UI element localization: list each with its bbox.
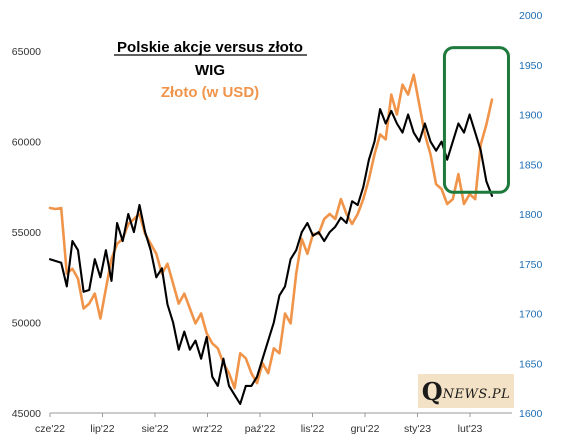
highlight-box bbox=[442, 46, 510, 194]
legend-gold: Złoto (w USD) bbox=[161, 84, 259, 101]
y-right-tick-label: 1950 bbox=[519, 60, 543, 72]
legend-wig: WIG bbox=[195, 62, 225, 79]
y-left-tick-label: 60000 bbox=[12, 137, 41, 149]
x-tick-label: lis'22 bbox=[301, 423, 325, 435]
highlight-rectangle bbox=[442, 46, 510, 194]
y-right-tick-label: 1650 bbox=[519, 358, 543, 370]
y-right-tick-label: 1900 bbox=[519, 110, 543, 122]
logo-letter-q: Q bbox=[421, 376, 443, 406]
y-right-tick-label: 1700 bbox=[519, 309, 543, 321]
x-tick-label: lut'23 bbox=[458, 423, 483, 435]
chart-title-block: Polskie akcje versus złoto WIG Złoto (w … bbox=[114, 39, 307, 101]
y-left-tick-label: 50000 bbox=[12, 318, 41, 330]
x-tick-label: lip'22 bbox=[90, 423, 114, 435]
chart-title: Polskie akcje versus złoto bbox=[117, 39, 303, 56]
y-right-tick-label: 1750 bbox=[519, 259, 543, 271]
logo-text: NEWS.PL bbox=[442, 386, 511, 402]
x-tick-label: sty'23 bbox=[404, 423, 431, 435]
axes: 45000 50000 55000 60000 65000 1600 1650 1700 175… bbox=[12, 10, 543, 435]
x-tick-label: cze'22 bbox=[35, 423, 65, 435]
x-tick-label: sie'22 bbox=[141, 423, 168, 435]
y-left-tick-label: 45000 bbox=[12, 408, 41, 420]
y-right-tick-label: 1800 bbox=[519, 209, 543, 221]
y-left-tick-label: 55000 bbox=[12, 227, 41, 239]
x-tick-label: paź'22 bbox=[245, 423, 276, 435]
x-tick-label: gru'22 bbox=[351, 423, 380, 435]
y-right-tick-label: 1850 bbox=[519, 159, 543, 171]
y-right-tick-label: 1600 bbox=[519, 408, 543, 420]
x-tick-label: wrz'22 bbox=[191, 423, 222, 435]
series-line-wig bbox=[48, 108, 494, 406]
series-layer bbox=[48, 73, 494, 406]
y-left-tick-label: 65000 bbox=[12, 46, 41, 58]
qnews-logo: Q NEWS.PL bbox=[418, 374, 514, 408]
y-right-tick-label: 2000 bbox=[519, 10, 543, 22]
